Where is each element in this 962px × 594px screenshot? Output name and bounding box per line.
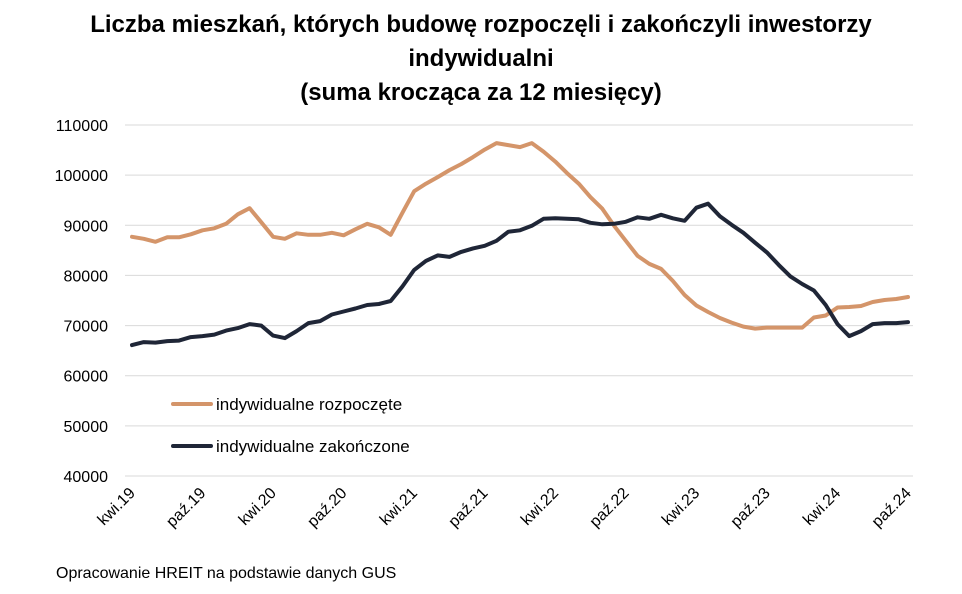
x-tick-label: kwi.19 xyxy=(95,485,139,529)
y-tick-label: 90000 xyxy=(64,218,109,235)
y-tick-label: 80000 xyxy=(64,268,109,285)
y-tick-label: 110000 xyxy=(56,118,108,135)
chart-title-line-3: (suma krocząca za 12 miesięcy) xyxy=(300,79,662,106)
series-lines xyxy=(130,141,910,348)
y-tick-label: 50000 xyxy=(64,419,109,436)
x-tick-label: paź.22 xyxy=(587,485,633,531)
source-note: Opracowanie HREIT na podstawie danych GU… xyxy=(56,565,397,582)
y-tick-label: 40000 xyxy=(64,469,109,486)
series-line-zakonczone xyxy=(130,201,910,348)
x-tick-label: paź.21 xyxy=(446,485,492,531)
y-tick-label: 100000 xyxy=(55,168,108,185)
y-tick-label: 70000 xyxy=(64,319,109,336)
series-line-rozpoczete xyxy=(130,141,910,331)
gridlines xyxy=(125,124,913,477)
x-axis-tick-labels: kwi.19 paź.19 kwi.20 paź.20 kwi.21 paź.21 kwi.… xyxy=(95,485,915,531)
x-tick-label: kwi.23 xyxy=(659,485,703,529)
y-tick-label: 60000 xyxy=(64,369,109,386)
x-tick-label: paź.19 xyxy=(163,485,209,531)
x-tick-label: kwi.24 xyxy=(800,485,844,529)
y-axis-tick-labels: 40000 50000 60000 70000 80000 90000 100000 1100… xyxy=(55,118,108,486)
x-tick-label: kwi.22 xyxy=(518,485,562,529)
x-tick-label: kwi.20 xyxy=(236,485,280,529)
legend-label-rozpoczete: indywidualne rozpoczęte xyxy=(216,395,402,414)
legend-label-zakonczone: indywidualne zakończone xyxy=(216,437,410,456)
chart-title-line-1: Liczba mieszkań, których budowę rozpoczę… xyxy=(90,11,872,38)
x-tick-label: paź.23 xyxy=(728,485,774,531)
chart-title-line-2: indywidualni xyxy=(408,45,554,72)
x-tick-label: paź.24 xyxy=(869,485,915,531)
chart-title: Liczba mieszkań, których budowę rozpoczę… xyxy=(0,8,962,110)
legend: indywidualne rozpoczęte indywidualne zak… xyxy=(171,395,410,456)
x-tick-label: paź.20 xyxy=(304,485,350,531)
x-tick-label: kwi.21 xyxy=(377,485,421,529)
